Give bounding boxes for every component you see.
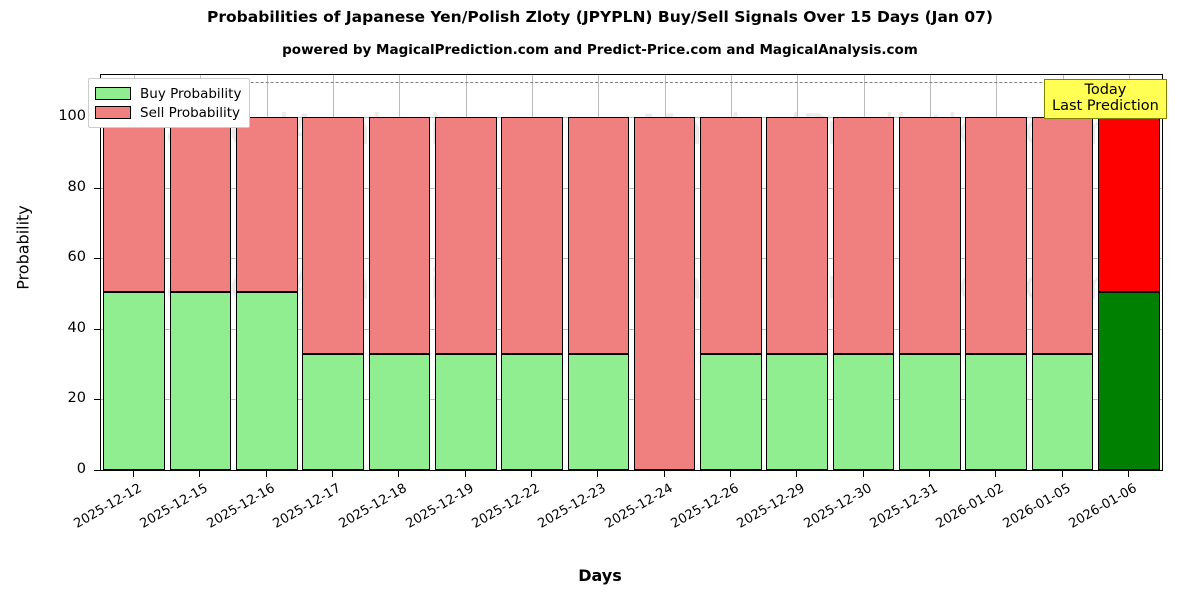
x-tick-mark: [1128, 471, 1129, 477]
y-tick-mark: [94, 187, 100, 189]
x-tick-mark: [133, 471, 134, 477]
legend-swatch-buy: [95, 87, 131, 100]
gridline-horizontal: [101, 470, 1162, 471]
bar-segment-sell[interactable]: [1031, 117, 1094, 355]
bar-segment-buy[interactable]: [766, 354, 829, 470]
chart-legend: Buy Probability Sell Probability: [88, 78, 251, 128]
bar-group[interactable]: [235, 75, 298, 470]
bar-group[interactable]: [169, 75, 232, 470]
y-tick-label: 0: [76, 461, 86, 477]
x-tick-mark: [664, 471, 665, 477]
x-tick-mark: [863, 471, 864, 477]
bar-segment-sell[interactable]: [832, 117, 895, 355]
bar-group[interactable]: [766, 75, 829, 470]
today-annotation-line1: Today: [1084, 82, 1127, 98]
y-tick-mark: [94, 328, 100, 330]
bar-segment-buy[interactable]: [434, 354, 497, 470]
plot-area: MagicalAnalysis.comMagicalPrediction.com…: [100, 74, 1163, 471]
bar-segment-sell[interactable]: [434, 117, 497, 355]
bar-segment-sell[interactable]: [235, 117, 298, 292]
y-tick-label: 20: [67, 390, 86, 407]
y-tick-mark: [94, 258, 100, 260]
bar-segment-buy[interactable]: [169, 291, 232, 470]
bar-segment-sell[interactable]: [700, 117, 762, 355]
bar-group[interactable]: [302, 75, 364, 470]
x-tick-mark: [796, 471, 797, 477]
gridline-horizontal: [101, 117, 1162, 119]
legend-item-sell: Sell Probability: [95, 103, 241, 122]
x-tick-mark: [398, 471, 399, 477]
x-tick-mark: [199, 471, 200, 477]
gridline-horizontal: [101, 258, 1162, 260]
y-tick-label: 40: [67, 319, 86, 336]
y-tick-label: 80: [67, 178, 86, 195]
bar-segment-sell[interactable]: [169, 117, 232, 292]
x-tick-mark: [995, 471, 996, 477]
bar-segment-buy[interactable]: [368, 354, 431, 470]
legend-swatch-sell: [95, 106, 131, 119]
y-tick-mark: [94, 399, 100, 401]
x-tick-mark: [531, 471, 532, 477]
bar-segment-buy[interactable]: [1098, 291, 1160, 470]
chart-title: Probabilities of Japanese Yen/Polish Zlo…: [207, 8, 993, 26]
bar-segment-sell[interactable]: [501, 117, 563, 355]
legend-label-buy: Buy Probability: [140, 85, 242, 102]
legend-label-sell: Sell Probability: [140, 104, 241, 121]
x-tick-mark: [929, 471, 930, 477]
bar-segment-buy[interactable]: [899, 354, 961, 470]
bar-group[interactable]: [103, 75, 165, 470]
bar-segment-sell[interactable]: [965, 117, 1028, 355]
bar-group[interactable]: [633, 75, 696, 470]
legend-item-buy: Buy Probability: [95, 84, 241, 103]
bar-group[interactable]: [832, 75, 895, 470]
y-tick-label: 100: [58, 108, 86, 125]
bar-segment-sell[interactable]: [899, 117, 961, 355]
x-tick-mark: [597, 471, 598, 477]
bar-group[interactable]: [899, 75, 961, 470]
chart-subtitle: powered by MagicalPrediction.com and Pre…: [282, 42, 918, 58]
bar-segment-buy[interactable]: [103, 291, 165, 470]
y-axis-label: Probability: [13, 205, 33, 290]
bar-segment-buy[interactable]: [501, 354, 563, 470]
bar-segment-sell[interactable]: [567, 117, 630, 355]
bar-segment-buy[interactable]: [1031, 354, 1094, 470]
bar-segment-buy[interactable]: [700, 354, 762, 470]
bar-group[interactable]: [501, 75, 563, 470]
bar-segment-buy[interactable]: [235, 291, 298, 470]
bar-segment-sell[interactable]: [1098, 117, 1160, 292]
bar-group[interactable]: [700, 75, 762, 470]
y-tick-label: 60: [67, 249, 86, 266]
bar-segment-buy[interactable]: [965, 354, 1028, 470]
bar-segment-sell[interactable]: [103, 117, 165, 292]
today-annotation: Today Last Prediction: [1044, 79, 1167, 120]
bar-group[interactable]: [965, 75, 1028, 470]
x-tick-mark: [332, 471, 333, 477]
bar-segment-buy[interactable]: [567, 354, 630, 470]
bar-segment-sell[interactable]: [302, 117, 364, 355]
bar-segment-sell[interactable]: [766, 117, 829, 355]
x-tick-mark: [1062, 471, 1063, 477]
bar-segment-buy[interactable]: [302, 354, 364, 470]
bar-segment-buy[interactable]: [832, 354, 895, 470]
x-axis-label: Days: [578, 566, 622, 585]
threshold-dashed-line: [101, 82, 1162, 84]
y-tick-mark: [94, 470, 100, 471]
gridline-horizontal: [101, 187, 1162, 189]
bar-group[interactable]: [434, 75, 497, 470]
bar-group[interactable]: [567, 75, 630, 470]
bar-group[interactable]: [1031, 75, 1094, 470]
x-tick-mark: [266, 471, 267, 477]
x-tick-mark: [730, 471, 731, 477]
bar-group[interactable]: [1098, 75, 1160, 470]
x-tick-mark: [465, 471, 466, 477]
gridline-horizontal: [101, 328, 1162, 330]
today-annotation-line2: Last Prediction: [1052, 98, 1159, 115]
bar-segment-sell[interactable]: [633, 117, 696, 470]
bar-segment-sell[interactable]: [368, 117, 431, 355]
gridline-horizontal: [101, 399, 1162, 401]
bar-group[interactable]: [368, 75, 431, 470]
